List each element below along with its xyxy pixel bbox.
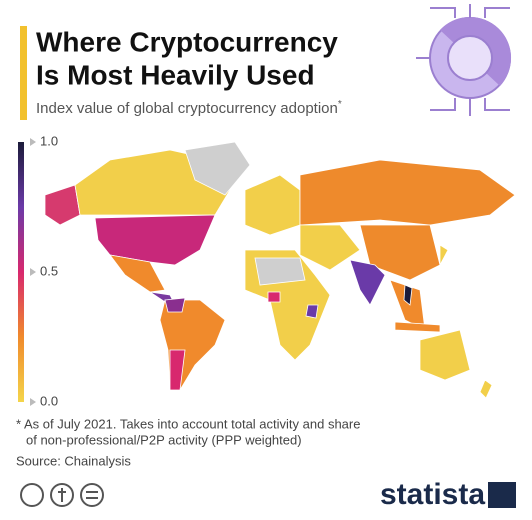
footnote: of non-professional/P2P activity (PPP we…	[26, 432, 302, 447]
footnote: * As of July 2021. Takes into account to…	[16, 416, 360, 431]
accent-bar	[20, 26, 27, 120]
title-line: Where Cryptocurrency	[36, 26, 338, 57]
license-icons	[20, 483, 104, 507]
tick-label: 1.0	[40, 133, 58, 148]
subtitle-text: Index value of global cryptocurrency ado…	[36, 100, 338, 117]
source: Source: Chainalysis	[16, 453, 131, 468]
tick-mark	[30, 398, 36, 406]
tick-label: 0.5	[40, 263, 58, 278]
subtitle: Index value of global cryptocurrency ado…	[36, 99, 342, 117]
brand: statista	[380, 478, 485, 511]
tick-mark	[30, 268, 36, 276]
circuit-icon	[416, 4, 512, 116]
tick-label: 0.0	[40, 393, 58, 408]
world-map	[44, 141, 516, 399]
title-line: Is Most Heavily Used	[36, 59, 315, 90]
tick-mark	[30, 138, 36, 146]
brand-logo	[488, 482, 516, 508]
color-scale	[18, 142, 24, 402]
subtitle-mark: *	[338, 99, 342, 110]
